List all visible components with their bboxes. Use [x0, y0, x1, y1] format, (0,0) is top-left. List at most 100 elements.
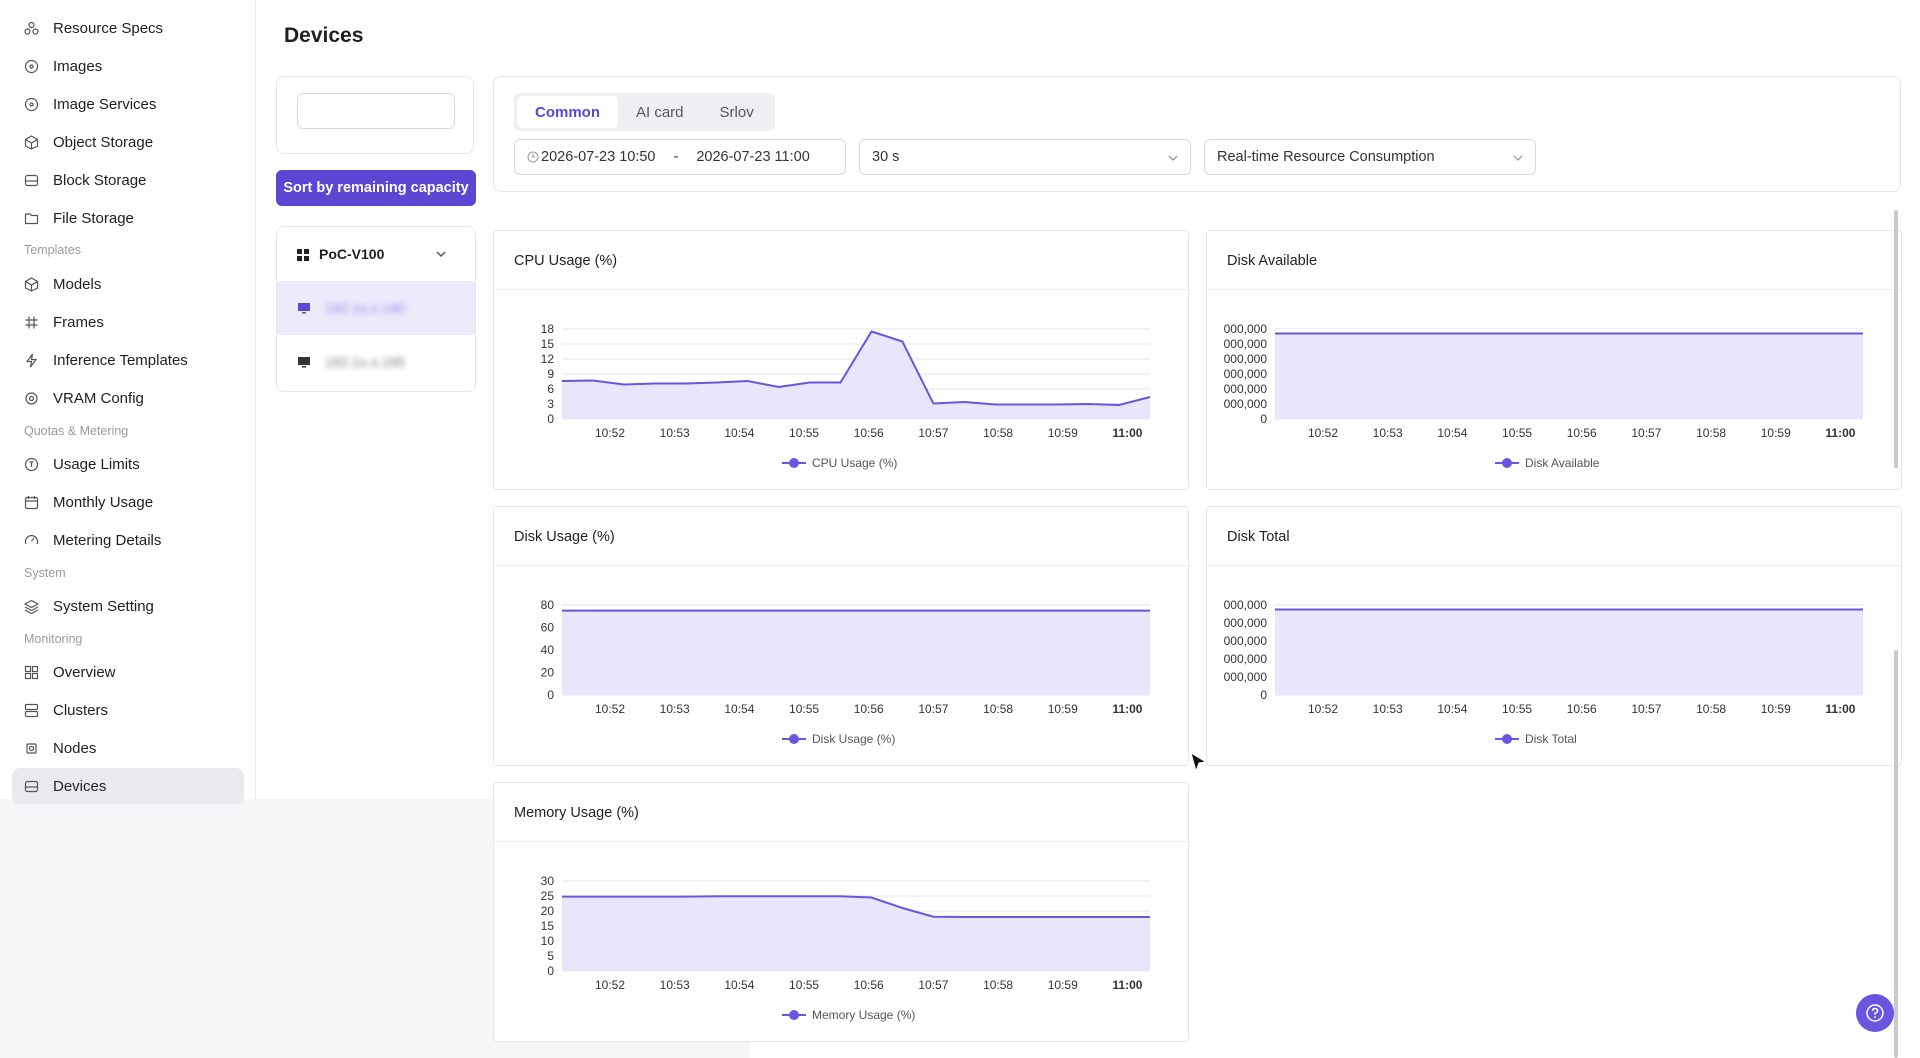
y-tick-label: 30: [541, 874, 555, 888]
y-tick-label: 6: [547, 382, 554, 396]
chart-card: CPU Usage (%) 0 3 6 9 12 15 18 10:52 10:53 10:54 10…: [493, 230, 1189, 490]
x-tick-label: 10:55: [789, 702, 819, 716]
gauge-icon: [24, 533, 39, 548]
sidebar-item-image-services[interactable]: Image Services: [12, 86, 244, 122]
drive-icon: [24, 173, 39, 188]
series-area: [1275, 333, 1863, 419]
sidebar-item-overview[interactable]: Overview: [12, 654, 244, 690]
specs-icon: [24, 21, 39, 36]
sidebar-item-vram-config[interactable]: VRAM Config: [12, 380, 244, 416]
sidebar-item-models[interactable]: Models: [12, 266, 244, 302]
x-tick-label: 10:59: [1048, 702, 1078, 716]
y-tick-label: 12: [541, 352, 555, 366]
x-tick-label: 11:00: [1112, 426, 1142, 440]
device-ip-2: 192.1x.x.195: [325, 354, 406, 370]
x-tick-label: 10:56: [854, 426, 884, 440]
page-title: Devices: [284, 24, 364, 47]
monitor-icon: [297, 302, 311, 314]
chart-title: Disk Available: [1227, 253, 1318, 269]
monitor-icon: [297, 356, 311, 368]
series-area: [562, 331, 1150, 419]
x-tick-label: 11:00: [1112, 978, 1142, 992]
chevron-down-icon: [435, 247, 447, 263]
sidebar: Resource Specs Images Image Services Object…: [0, 0, 256, 804]
sidebar-item-label: System Setting: [53, 597, 154, 615]
cube-icon: [24, 134, 39, 150]
chart-card: Disk Usage (%) 0 20 40 60 80 10:52 10:53 10:54 10…: [493, 506, 1189, 766]
bolt-icon: [24, 353, 39, 368]
x-tick-label: 10:52: [1308, 702, 1338, 716]
y-tick-label: 0: [1260, 688, 1267, 702]
main-content: Devices Sort by remaining capacity PoC-V…: [256, 0, 1920, 1058]
x-tick-label: 10:54: [1437, 426, 1467, 440]
sidebar-item-clusters[interactable]: Clusters: [12, 692, 244, 728]
legend-marker: [789, 734, 799, 744]
device-item-1[interactable]: 192.1x.x.140: [277, 281, 475, 335]
sidebar-item-inference-templates[interactable]: Inference Templates: [12, 342, 244, 378]
sidebar-item-label: Metering Details: [53, 531, 162, 549]
legend-marker: [789, 1010, 799, 1020]
y-tick-label: 000,000: [1224, 652, 1268, 666]
sidebar-item-devices[interactable]: Devices: [12, 768, 244, 804]
sidebar-item-metering-details[interactable]: Metering Details: [12, 522, 244, 558]
tab-ai-card[interactable]: AI card: [636, 103, 684, 121]
tab-common[interactable]: Common: [517, 96, 618, 128]
tab-srlov[interactable]: Srlov: [719, 103, 754, 121]
x-tick-label: 10:58: [983, 702, 1013, 716]
help-icon: [1865, 1003, 1885, 1023]
sidebar-item-images[interactable]: Images: [12, 48, 244, 84]
search-input[interactable]: [297, 93, 455, 129]
help-button[interactable]: [1856, 994, 1894, 1032]
y-tick-label: 18: [541, 322, 555, 336]
sidebar-item-frames[interactable]: Frames: [12, 304, 244, 340]
sidebar-item-object-storage[interactable]: Object Storage: [12, 124, 244, 160]
sidebar-item-resource-specs[interactable]: Resource Specs: [12, 10, 244, 46]
y-tick-label: 000,000: [1224, 322, 1268, 336]
x-tick-label: 10:56: [1567, 702, 1597, 716]
chart-plot: 0000,000000,000000,000000,000000,000000,…: [1224, 322, 1863, 470]
series-line: [562, 895, 1150, 918]
sidebar-group-label: Templates: [24, 243, 81, 257]
x-tick-label: 10:57: [918, 426, 948, 440]
x-tick-label: 11:00: [1825, 426, 1855, 440]
x-tick-label: 10:57: [1631, 702, 1661, 716]
sidebar-item-label: Images: [53, 57, 103, 75]
x-tick-label: 10:55: [1502, 702, 1532, 716]
sidebar-item-usage-limits[interactable]: Usage Limits: [12, 446, 244, 482]
sidebar-item-system-setting[interactable]: System Setting: [12, 588, 244, 624]
y-tick-label: 3: [547, 397, 554, 411]
sidebar-item-label: File Storage: [53, 209, 134, 227]
chart-card: Disk Available 0 000,000 000,000 000,000 000,…: [1206, 230, 1902, 490]
sidebar-item-label: VRAM Config: [53, 389, 144, 407]
x-tick-label: 10:59: [1048, 426, 1078, 440]
y-tick-label: 000,000: [1224, 616, 1268, 630]
y-tick-label: 000,000: [1224, 367, 1268, 381]
sidebar-item-monthly-usage[interactable]: Monthly Usage: [12, 484, 244, 520]
interval-select[interactable]: 30 s: [859, 139, 1191, 175]
sidebar-item-file-storage[interactable]: File Storage: [12, 200, 244, 236]
y-tick-label: 000,000: [1224, 382, 1268, 396]
sidebar-item-block-storage[interactable]: Block Storage: [12, 162, 244, 198]
x-tick-label: 10:57: [918, 978, 948, 992]
sidebar-item-label: Image Services: [53, 95, 157, 113]
time-range-picker[interactable]: 2026-07-23 10:50 - 2026-07-23 11:00: [514, 139, 846, 175]
x-tick-label: 10:52: [1308, 426, 1338, 440]
gear-icon: [24, 391, 39, 406]
x-tick-label: 10:57: [918, 702, 948, 716]
scrollbar[interactable]: [1894, 650, 1898, 1058]
y-tick-label: 0: [1260, 412, 1267, 426]
sort-by-capacity-button[interactable]: Sort by remaining capacity: [276, 170, 476, 206]
device-item-2[interactable]: 192.1x.x.195: [277, 335, 475, 389]
x-tick-label: 10:53: [660, 978, 690, 992]
y-tick-label: 000,000: [1224, 352, 1268, 366]
legend-label: CPU Usage (%): [812, 456, 897, 470]
sidebar-item-nodes[interactable]: Nodes: [12, 730, 244, 766]
x-tick-label: 10:57: [1631, 426, 1661, 440]
sidebar-item-label: Usage Limits: [53, 455, 140, 473]
cluster-selector[interactable]: PoC-V100: [277, 227, 475, 281]
scrollbar[interactable]: [1894, 210, 1898, 468]
legend-marker: [789, 458, 799, 468]
metric-select[interactable]: Real-time Resource Consumption: [1204, 139, 1536, 175]
interval-value: 30 s: [872, 149, 900, 165]
